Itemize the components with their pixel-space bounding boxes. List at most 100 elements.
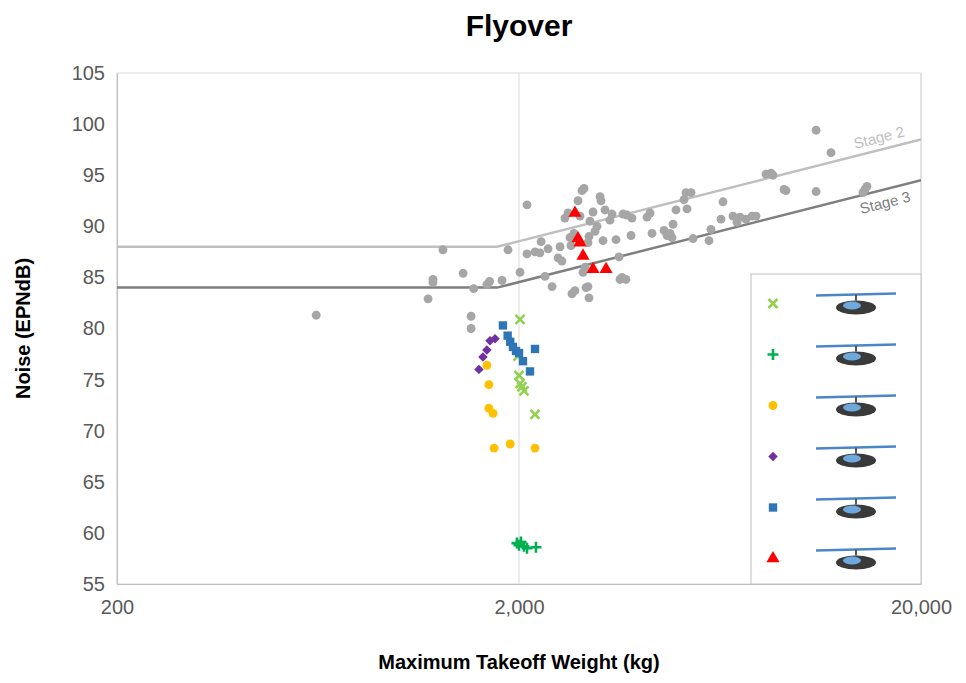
point [515, 371, 524, 380]
y-tick-label: 85 [83, 266, 105, 288]
point [615, 253, 624, 262]
point [474, 365, 483, 374]
chart-title: Flyover [466, 9, 573, 42]
point [499, 321, 507, 329]
y-tick-label: 60 [83, 522, 105, 544]
point [424, 294, 433, 303]
icon-body [836, 403, 876, 417]
point [608, 210, 617, 219]
y-tick: 70 [83, 420, 117, 442]
point [519, 386, 528, 395]
point [599, 262, 612, 273]
icon-canopy [843, 506, 861, 514]
point [523, 200, 532, 209]
y-tick-label: 100 [72, 113, 105, 135]
point [707, 225, 716, 234]
point [827, 148, 836, 157]
line-label: Stage 2 [852, 123, 906, 152]
legend-icon [816, 447, 896, 468]
icon-canopy [843, 557, 861, 565]
point [683, 204, 692, 213]
y-tick: 95 [83, 164, 117, 186]
point [705, 236, 714, 245]
point [571, 286, 580, 295]
point [669, 220, 678, 229]
point [530, 542, 541, 553]
point [599, 236, 608, 245]
point [467, 312, 476, 321]
point [535, 248, 544, 257]
icon-canopy [843, 404, 861, 412]
point [467, 324, 476, 333]
icon-canopy [843, 455, 861, 463]
line-2 [117, 180, 921, 287]
point [485, 277, 494, 286]
point [537, 237, 546, 246]
point [490, 444, 499, 453]
point [648, 229, 657, 238]
point [628, 214, 637, 223]
y-axis: 556065707580859095100105 [72, 62, 118, 595]
point [504, 245, 513, 254]
icon-body [836, 454, 876, 468]
legend-marker [766, 551, 779, 562]
y-tick-label: 55 [83, 573, 105, 595]
y-tick: 65 [83, 471, 117, 493]
icon-mast [855, 550, 857, 556]
point [589, 208, 598, 217]
point [646, 209, 655, 218]
y-tick-label: 95 [83, 164, 105, 186]
line-labels: Stage 2Stage 3 [852, 123, 912, 217]
point [863, 182, 872, 191]
point [516, 315, 525, 324]
point [531, 410, 540, 419]
y-tick-label: 90 [83, 215, 105, 237]
legend-marker [769, 503, 777, 511]
point [622, 275, 631, 284]
icon-body [836, 505, 876, 519]
legend-icon [816, 549, 896, 570]
point [429, 275, 438, 284]
icon-body [836, 352, 876, 366]
point [584, 282, 593, 291]
y-axis-title: Noise (EPNdB) [12, 258, 34, 399]
point [498, 276, 507, 285]
y-tick-label: 75 [83, 369, 105, 391]
y-tick: 55 [83, 573, 117, 595]
point [627, 231, 636, 240]
point [515, 349, 523, 357]
point [439, 245, 448, 254]
point [672, 206, 681, 215]
point [544, 244, 553, 253]
icon-canopy [843, 353, 861, 361]
point [516, 268, 525, 277]
point [523, 249, 532, 258]
point [719, 197, 728, 206]
line-1 [117, 139, 921, 246]
point [576, 248, 589, 259]
y-tick-label: 70 [83, 420, 105, 442]
point [752, 212, 761, 221]
x-tick: 20,000 [891, 584, 952, 618]
point [586, 262, 599, 273]
y-tick-label: 65 [83, 471, 105, 493]
point [459, 269, 468, 278]
point [531, 345, 539, 353]
point [469, 284, 478, 293]
point [782, 186, 791, 195]
legend-marker [768, 452, 777, 461]
y-axis-line [117, 74, 118, 585]
point [526, 367, 534, 375]
grid-line-x [519, 73, 520, 584]
point [593, 222, 602, 231]
icon-canopy [843, 302, 861, 310]
x-axis-title: Maximum Takeoff Weight (kg) [378, 651, 660, 673]
grid-line-x [117, 73, 118, 584]
x-axis: 2002,00020,000 [101, 584, 952, 618]
point [687, 188, 696, 197]
point [717, 215, 726, 224]
point [541, 272, 550, 281]
point [556, 242, 565, 251]
plot-frame [117, 73, 921, 584]
legend [751, 274, 921, 584]
